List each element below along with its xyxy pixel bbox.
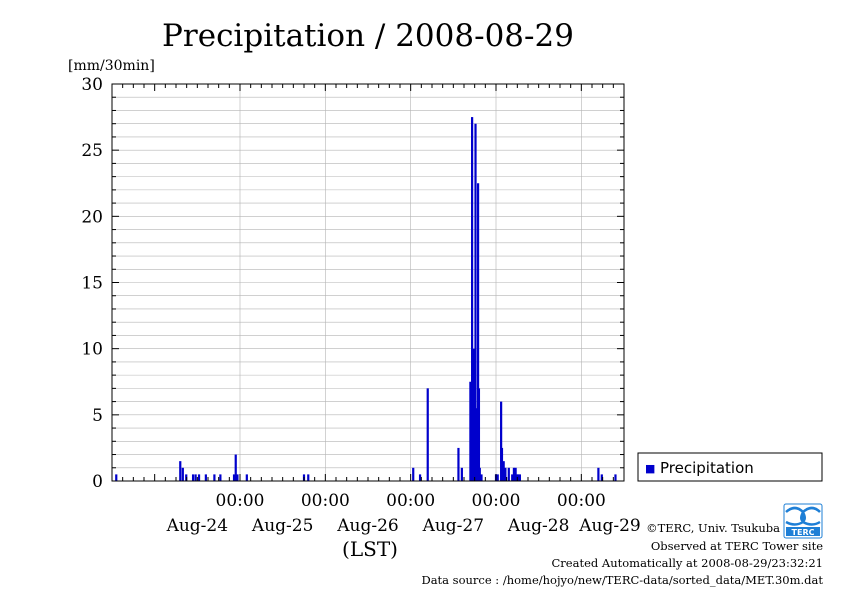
precipitation-bar <box>517 474 520 481</box>
precipitation-bar <box>507 467 510 481</box>
precipitation-bar <box>614 474 617 481</box>
precipitation-bar <box>500 447 504 481</box>
precipitation-bar <box>518 474 521 481</box>
precipitation-bar <box>245 474 248 481</box>
precipitation-bar <box>597 467 600 481</box>
bar-series <box>115 117 617 481</box>
precipitation-bar <box>511 474 514 481</box>
precipitation-bar <box>496 474 499 481</box>
x-time-tick-label: 00:00 <box>216 491 265 511</box>
precipitation-bar <box>502 461 505 481</box>
precipitation-bar <box>478 467 481 481</box>
precipitation-bar <box>514 467 517 481</box>
precipitation-bar <box>471 117 474 481</box>
precipitation-bar <box>460 467 463 481</box>
x-date-tick-label: Aug-25 <box>251 516 313 536</box>
precipitation-bar <box>469 381 472 481</box>
precipitation-bar <box>179 461 182 481</box>
precipitation-bar <box>500 401 503 481</box>
x-time-tick-label: 00:00 <box>472 491 521 511</box>
precipitation-bar <box>480 474 483 481</box>
precipitation-bar <box>474 123 477 481</box>
copyright-text: ©TERC, Univ. Tsukuba <box>646 521 780 535</box>
chart-title: Precipitation / 2008-08-29 <box>162 18 574 54</box>
precipitation-bar <box>234 454 237 481</box>
precipitation-bar <box>475 408 478 481</box>
precipitation-bar <box>197 474 201 481</box>
precipitation-bar <box>115 474 118 481</box>
x-time-tick-label: 00:00 <box>557 491 606 511</box>
y-tick-label: 15 <box>81 274 103 294</box>
data-source-text: Data source : /home/hojyo/new/TERC-data/… <box>421 573 823 587</box>
precipitation-bar <box>457 447 460 481</box>
precipitation-bar <box>236 474 239 481</box>
observed-site-text: Observed at TERC Tower site <box>651 539 823 553</box>
precipitation-bar <box>418 474 422 481</box>
y-tick-label: 10 <box>81 340 103 360</box>
precipitation-bar <box>600 474 603 481</box>
precipitation-bar <box>219 474 222 481</box>
y-axis-unit-label: [mm/30min] <box>68 58 155 74</box>
precipitation-bar <box>477 388 481 481</box>
precipitation-bar <box>307 474 310 481</box>
x-time-tick-label: 00:00 <box>386 491 435 511</box>
precipitation-bar <box>472 348 475 481</box>
x-date-tick-label: Aug-27 <box>422 516 484 536</box>
precipitation-bar <box>232 474 236 481</box>
x-tick-labels: 00:00 00:00 00:00 00:00 00:00 Aug-24 Aug-25 Aug… <box>166 491 641 536</box>
x-time-tick-label: 00:00 <box>301 491 350 511</box>
grid-lines <box>112 84 624 481</box>
precipitation-bar <box>204 474 207 481</box>
x-date-tick-label: Aug-29 <box>578 516 640 536</box>
y-tick-label: 5 <box>92 406 103 426</box>
legend-box <box>637 452 823 482</box>
x-date-tick-label: Aug-26 <box>336 516 398 536</box>
x-date-tick-label: Aug-28 <box>507 516 569 536</box>
precipitation-bar <box>213 474 216 481</box>
precipitation-bar <box>194 474 197 481</box>
legend-label: Precipitation <box>660 459 754 477</box>
x-date-tick-label: Aug-24 <box>166 516 228 536</box>
precipitation-bar <box>512 467 516 481</box>
precipitation-bar <box>426 388 429 481</box>
x-axis-label: (LST) <box>342 537 398 561</box>
precipitation-bar <box>412 467 415 481</box>
y-tick-labels: 0 5 10 15 20 25 30 <box>81 75 103 492</box>
axis-ticks <box>111 83 625 482</box>
precipitation-bar <box>181 467 184 481</box>
created-timestamp-text: Created Automatically at 2008-08-29/23:3… <box>552 556 824 570</box>
logo-text: TERC <box>792 528 815 537</box>
y-tick-label: 30 <box>81 75 103 95</box>
legend-marker: ■ <box>645 462 655 475</box>
y-tick-label: 20 <box>81 207 103 227</box>
precipitation-bar <box>476 183 480 481</box>
precipitation-bar <box>191 474 195 481</box>
terc-logo: TERC <box>783 503 823 539</box>
precipitation-bar <box>504 467 507 481</box>
y-tick-label: 25 <box>81 141 103 161</box>
y-tick-label: 0 <box>92 472 103 492</box>
